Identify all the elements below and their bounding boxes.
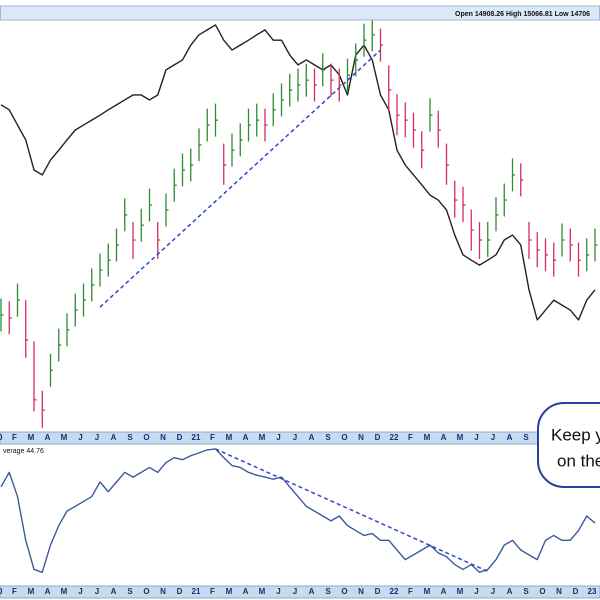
x-tick-label: A: [507, 587, 513, 596]
x-tick-label: A: [441, 433, 447, 442]
x-tick-label: J: [474, 587, 478, 596]
x-tick-label: M: [424, 433, 431, 442]
x-tick-label: S: [127, 587, 133, 596]
x-tick-label: O: [539, 587, 545, 596]
callout-bubble: [537, 402, 600, 488]
x-tick-label: J: [95, 587, 99, 596]
x-tick-label: J: [95, 433, 99, 442]
x-tick-label: 22: [390, 587, 399, 596]
x-tick-label: D: [375, 433, 381, 442]
x-tick-label: F: [210, 433, 215, 442]
x-tick-label: M: [457, 433, 464, 442]
x-tick-label: F: [210, 587, 215, 596]
x-tick-label: 22: [390, 433, 399, 442]
x-tick-label: M: [61, 587, 68, 596]
x-axis-strip: [0, 431, 600, 445]
plot-area: 20FMAMJJASOND21FMAMJJASOND22FMAMJJASOND2…: [0, 20, 598, 596]
x-tick-label: M: [424, 587, 431, 596]
x-tick-label: J: [276, 587, 280, 596]
x-tick-label: N: [358, 587, 364, 596]
x-axis-strip: [0, 585, 600, 599]
x-tick-label: S: [325, 433, 331, 442]
x-tick-label: M: [259, 587, 266, 596]
x-tick-label: F: [408, 587, 413, 596]
x-tick-label: M: [28, 587, 35, 596]
trendline: [215, 448, 489, 573]
trendline: [99, 49, 382, 308]
x-tick-label: A: [441, 587, 447, 596]
x-tick-label: J: [474, 433, 478, 442]
x-tick-label: O: [341, 433, 347, 442]
x-tick-label: F: [408, 433, 413, 442]
x-tick-label: A: [243, 433, 249, 442]
x-tick-label: M: [457, 587, 464, 596]
x-tick-label: J: [293, 433, 297, 442]
x-tick-label: A: [111, 433, 117, 442]
x-tick-label: J: [491, 433, 495, 442]
x-tick-label: J: [491, 587, 495, 596]
x-tick-label: M: [226, 587, 233, 596]
x-tick-label: O: [341, 587, 347, 596]
x-tick-label: J: [276, 433, 280, 442]
x-tick-label: A: [45, 433, 51, 442]
x-tick-label: N: [556, 587, 562, 596]
x-tick-label: D: [177, 587, 183, 596]
x-tick-label: A: [111, 587, 117, 596]
x-tick-label: D: [573, 587, 579, 596]
x-tick-label: A: [309, 587, 315, 596]
data-line: [0, 448, 596, 573]
x-tick-label: M: [28, 433, 35, 442]
x-tick-label: A: [45, 587, 51, 596]
x-tick-label: A: [507, 433, 513, 442]
x-tick-label: S: [523, 587, 529, 596]
x-tick-label: 21: [192, 433, 201, 442]
callout-text: Keep y: [551, 425, 600, 444]
x-tick-label: M: [61, 433, 68, 442]
x-tick-label: S: [523, 433, 529, 442]
x-tick-label: J: [78, 587, 82, 596]
x-tick-label: A: [243, 587, 249, 596]
data-line: [0, 24, 596, 321]
x-tick-label: 20: [0, 433, 3, 442]
x-tick-label: J: [78, 433, 82, 442]
header-text: Open 14908.26 High 15066.81 Low 14706: [455, 11, 590, 18]
x-tick-label: S: [127, 433, 133, 442]
x-tick-label: A: [309, 433, 315, 442]
x-tick-label: F: [12, 587, 17, 596]
x-tick-label: M: [259, 433, 266, 442]
x-tick-label: N: [358, 433, 364, 442]
x-tick-label: 20: [0, 587, 3, 596]
x-tick-label: D: [375, 587, 381, 596]
x-tick-label: M: [226, 433, 233, 442]
x-tick-label: N: [160, 587, 166, 596]
x-tick-label: O: [143, 433, 149, 442]
callout-text: on the: [557, 451, 600, 470]
x-tick-label: F: [12, 433, 17, 442]
x-tick-label: J: [293, 587, 297, 596]
x-tick-label: 23: [588, 587, 597, 596]
x-tick-label: N: [160, 433, 166, 442]
x-tick-label: 21: [192, 587, 201, 596]
x-tick-label: D: [177, 433, 183, 442]
x-tick-label: O: [143, 587, 149, 596]
indicator-label: verage 44.76: [3, 448, 44, 455]
x-tick-label: S: [325, 587, 331, 596]
